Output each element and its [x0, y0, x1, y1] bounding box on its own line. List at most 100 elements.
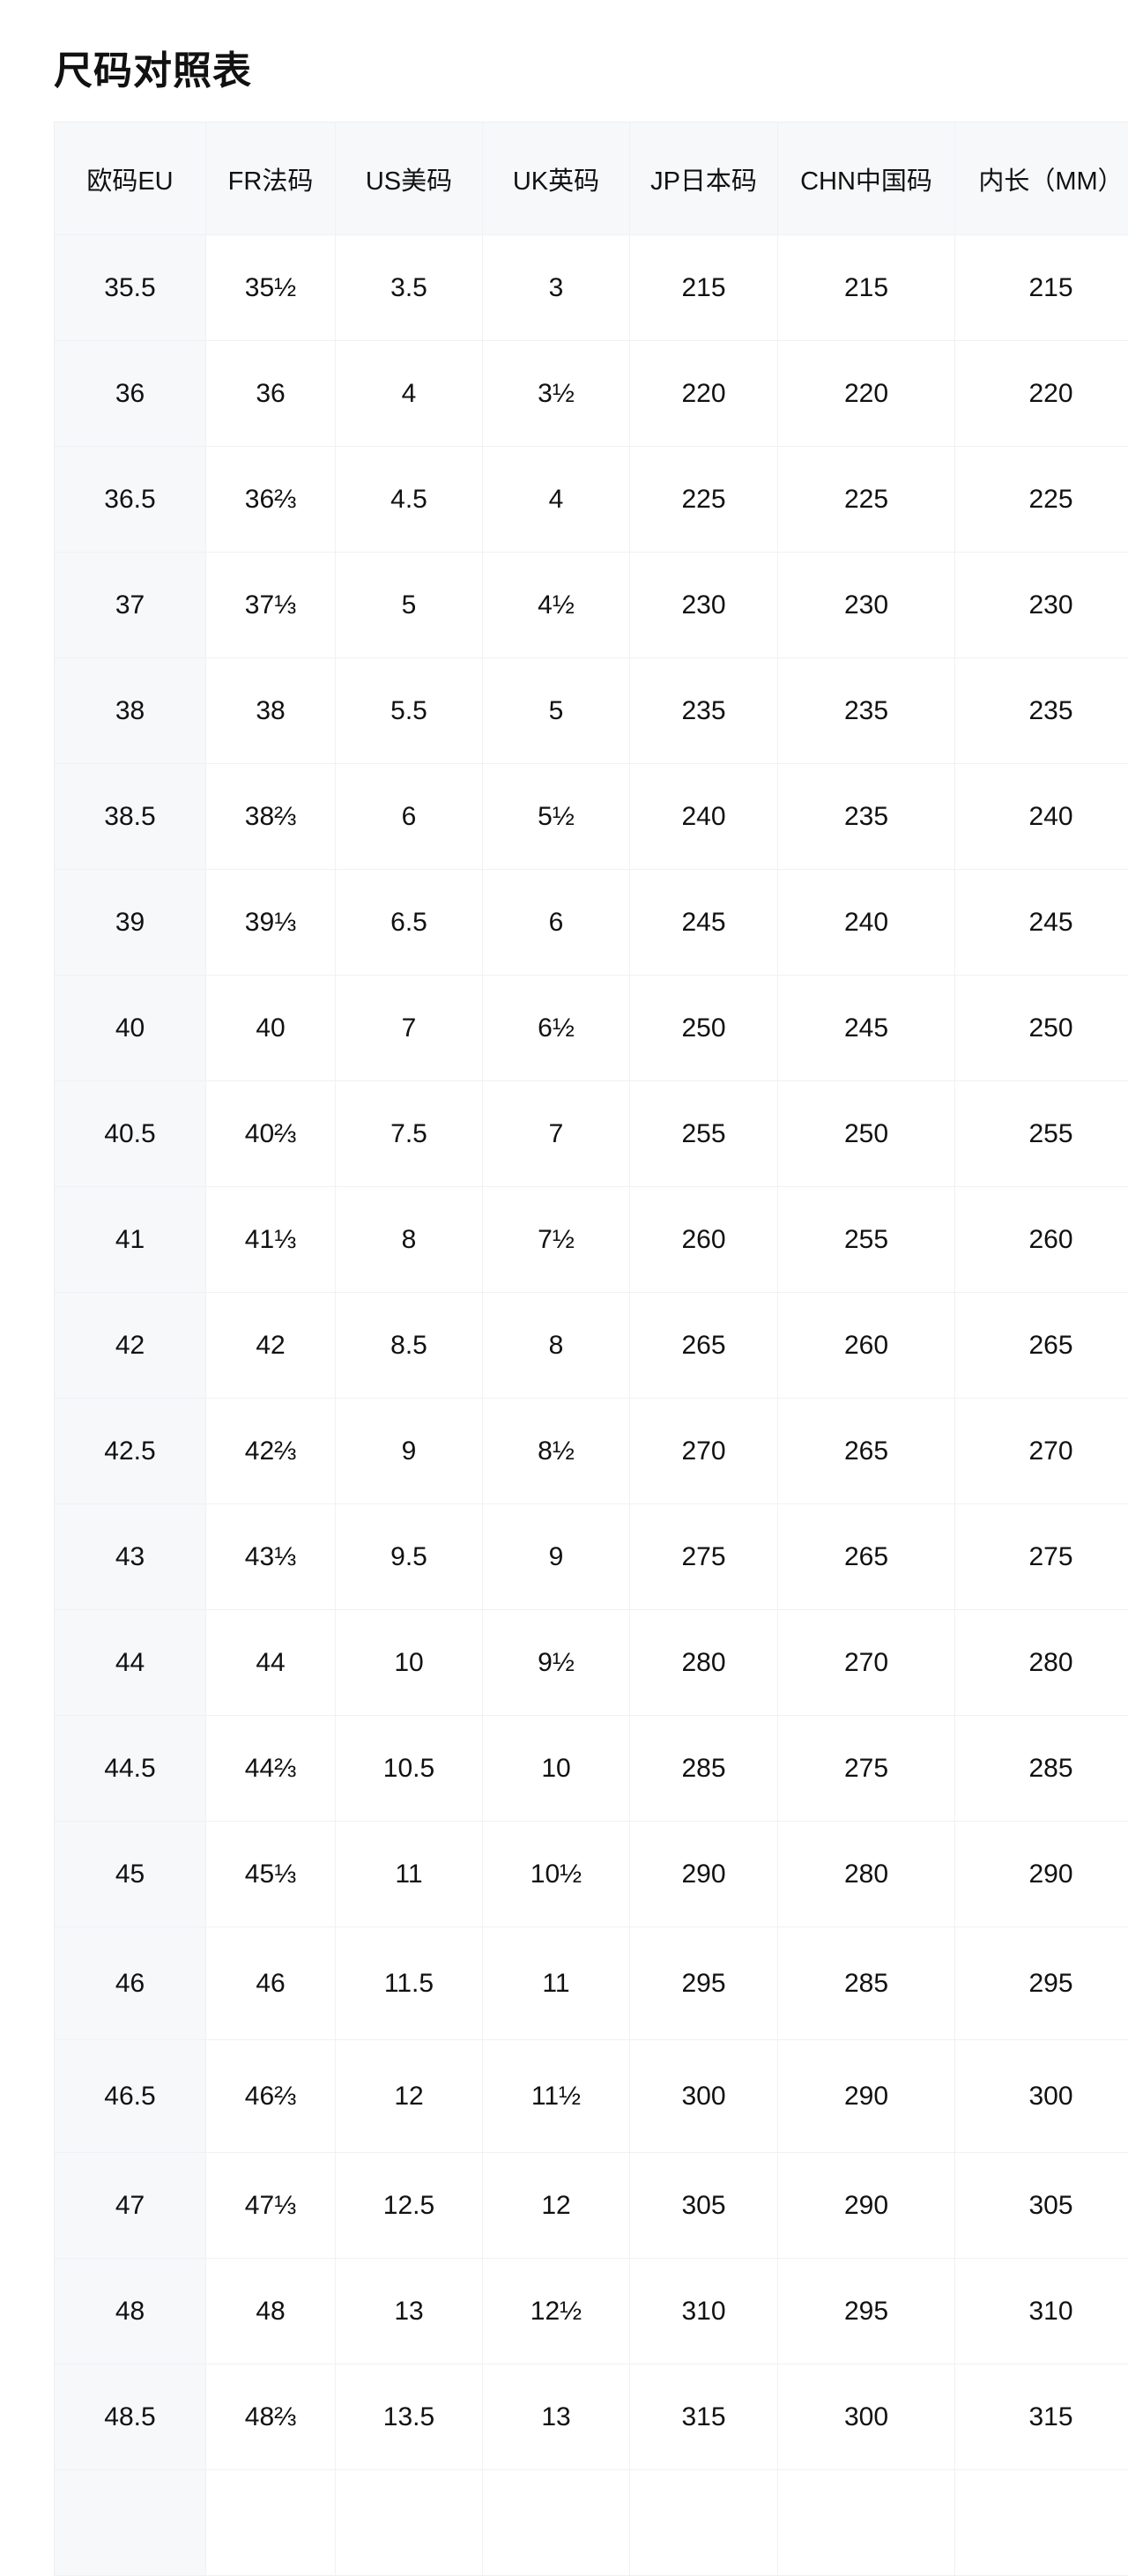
table-cell: 305 — [955, 2153, 1128, 2258]
column-header: JP日本码 — [630, 122, 778, 234]
table-cell: 265 — [778, 1504, 955, 1609]
table-cell: 10 — [336, 1610, 483, 1715]
table-cell: 280 — [955, 1610, 1128, 1715]
table-cell: 270 — [955, 1399, 1128, 1503]
table-cell: 265 — [955, 1293, 1128, 1398]
table-cell: 285 — [955, 1716, 1128, 1821]
table-row: 40.5 40⅔ 7.5 7 255 250 255 — [55, 1081, 1128, 1187]
table-cell: 3½ — [483, 341, 630, 446]
table-cell: 245 — [778, 976, 955, 1080]
table-cell: 36.5 — [55, 447, 206, 552]
table-cell: 255 — [630, 1081, 778, 1186]
table-cell: 13 — [336, 2259, 483, 2364]
table-cell: 250 — [955, 976, 1128, 1080]
table-cell — [336, 2470, 483, 2575]
table-cell: 225 — [630, 447, 778, 552]
table-row: 37 37⅓ 5 4½ 230 230 230 — [55, 553, 1128, 658]
table-row: 46.5 46⅔ 12 11½ 300 290 300 — [55, 2040, 1128, 2153]
table-row: 40 40 7 6½ 250 245 250 — [55, 976, 1128, 1081]
table-cell: 41 — [55, 1187, 206, 1292]
table-body: 35.5 35½ 3.5 3 215 215 215 36 36 4 3½ 220 220 220 36.5… — [55, 235, 1128, 2576]
table-cell: 42.5 — [55, 1399, 206, 1503]
table-cell: 275 — [955, 1504, 1128, 1609]
table-cell: 7½ — [483, 1187, 630, 1292]
table-row: 43 43⅓ 9.5 9 275 265 275 — [55, 1504, 1128, 1610]
table-cell: 240 — [778, 870, 955, 975]
table-cell: 240 — [955, 764, 1128, 869]
table-cell: 40⅔ — [206, 1081, 336, 1186]
table-cell: 220 — [778, 341, 955, 446]
table-row: 42 42 8.5 8 265 260 265 — [55, 1293, 1128, 1399]
table-cell: 280 — [778, 1822, 955, 1926]
table-cell: 5.5 — [336, 658, 483, 763]
table-cell: 42⅔ — [206, 1399, 336, 1503]
table-cell: 48.5 — [55, 2364, 206, 2469]
table-cell: 235 — [778, 764, 955, 869]
table-cell: 36⅔ — [206, 447, 336, 552]
table-cell: 44 — [206, 1610, 336, 1715]
table-cell: 8½ — [483, 1399, 630, 1503]
table-cell: 4½ — [483, 553, 630, 657]
table-cell: 7 — [483, 1081, 630, 1186]
table-cell: 38 — [206, 658, 336, 763]
table-cell: 35½ — [206, 235, 336, 340]
column-header: 内长（MM） — [955, 122, 1128, 234]
table-cell: 4 — [336, 341, 483, 446]
table-cell: 215 — [630, 235, 778, 340]
table-cell: 36 — [206, 341, 336, 446]
table-cell: 295 — [630, 1927, 778, 2039]
table-cell — [483, 2470, 630, 2575]
table-cell: 250 — [630, 976, 778, 1080]
table-cell: 44.5 — [55, 1716, 206, 1821]
table-cell: 310 — [955, 2259, 1128, 2364]
table-cell: 48⅔ — [206, 2364, 336, 2469]
table-cell: 220 — [955, 341, 1128, 446]
table-cell: 40 — [206, 976, 336, 1080]
table-cell: 3 — [483, 235, 630, 340]
table-cell: 285 — [778, 1927, 955, 2039]
table-cell: 9 — [336, 1399, 483, 1503]
table-row: 38.5 38⅔ 6 5½ 240 235 240 — [55, 764, 1128, 870]
table-cell: 12½ — [483, 2259, 630, 2364]
table-row: 44.5 44⅔ 10.5 10 285 275 285 — [55, 1716, 1128, 1822]
table-cell: 6½ — [483, 976, 630, 1080]
table-cell: 270 — [630, 1399, 778, 1503]
table-row: 44 44 10 9½ 280 270 280 — [55, 1610, 1128, 1716]
table-cell: 275 — [630, 1504, 778, 1609]
table-cell: 12 — [336, 2040, 483, 2152]
table-row: 41 41⅓ 8 7½ 260 255 260 — [55, 1187, 1128, 1293]
table-row: 47 47⅓ 12.5 12 305 290 305 — [55, 2153, 1128, 2259]
table-row-partial — [55, 2470, 1128, 2576]
table-cell: 8.5 — [336, 1293, 483, 1398]
table-cell: 37⅓ — [206, 553, 336, 657]
table-cell: 11.5 — [336, 1927, 483, 2039]
table-cell: 9.5 — [336, 1504, 483, 1609]
table-cell: 35.5 — [55, 235, 206, 340]
table-cell: 245 — [955, 870, 1128, 975]
table-cell: 4.5 — [336, 447, 483, 552]
table-cell: 43⅓ — [206, 1504, 336, 1609]
table-cell: 230 — [955, 553, 1128, 657]
table-cell: 280 — [630, 1610, 778, 1715]
column-header: FR法码 — [206, 122, 336, 234]
table-cell: 290 — [778, 2153, 955, 2258]
table-cell: 230 — [778, 553, 955, 657]
table-cell: 6 — [336, 764, 483, 869]
table-cell: 9 — [483, 1504, 630, 1609]
table-row: 48.5 48⅔ 13.5 13 315 300 315 — [55, 2364, 1128, 2470]
table-cell: 37 — [55, 553, 206, 657]
table-cell: 42 — [206, 1293, 336, 1398]
table-cell: 7 — [336, 976, 483, 1080]
table-cell: 38.5 — [55, 764, 206, 869]
table-cell: 260 — [778, 1293, 955, 1398]
table-cell: 245 — [630, 870, 778, 975]
table-cell: 9½ — [483, 1610, 630, 1715]
table-row: 42.5 42⅔ 9 8½ 270 265 270 — [55, 1399, 1128, 1504]
table-cell: 300 — [955, 2040, 1128, 2152]
table-cell: 11 — [483, 1927, 630, 2039]
table-cell: 3.5 — [336, 235, 483, 340]
table-cell: 46.5 — [55, 2040, 206, 2152]
table-cell: 12.5 — [336, 2153, 483, 2258]
table-cell: 295 — [955, 1927, 1128, 2039]
table-cell: 295 — [778, 2259, 955, 2364]
